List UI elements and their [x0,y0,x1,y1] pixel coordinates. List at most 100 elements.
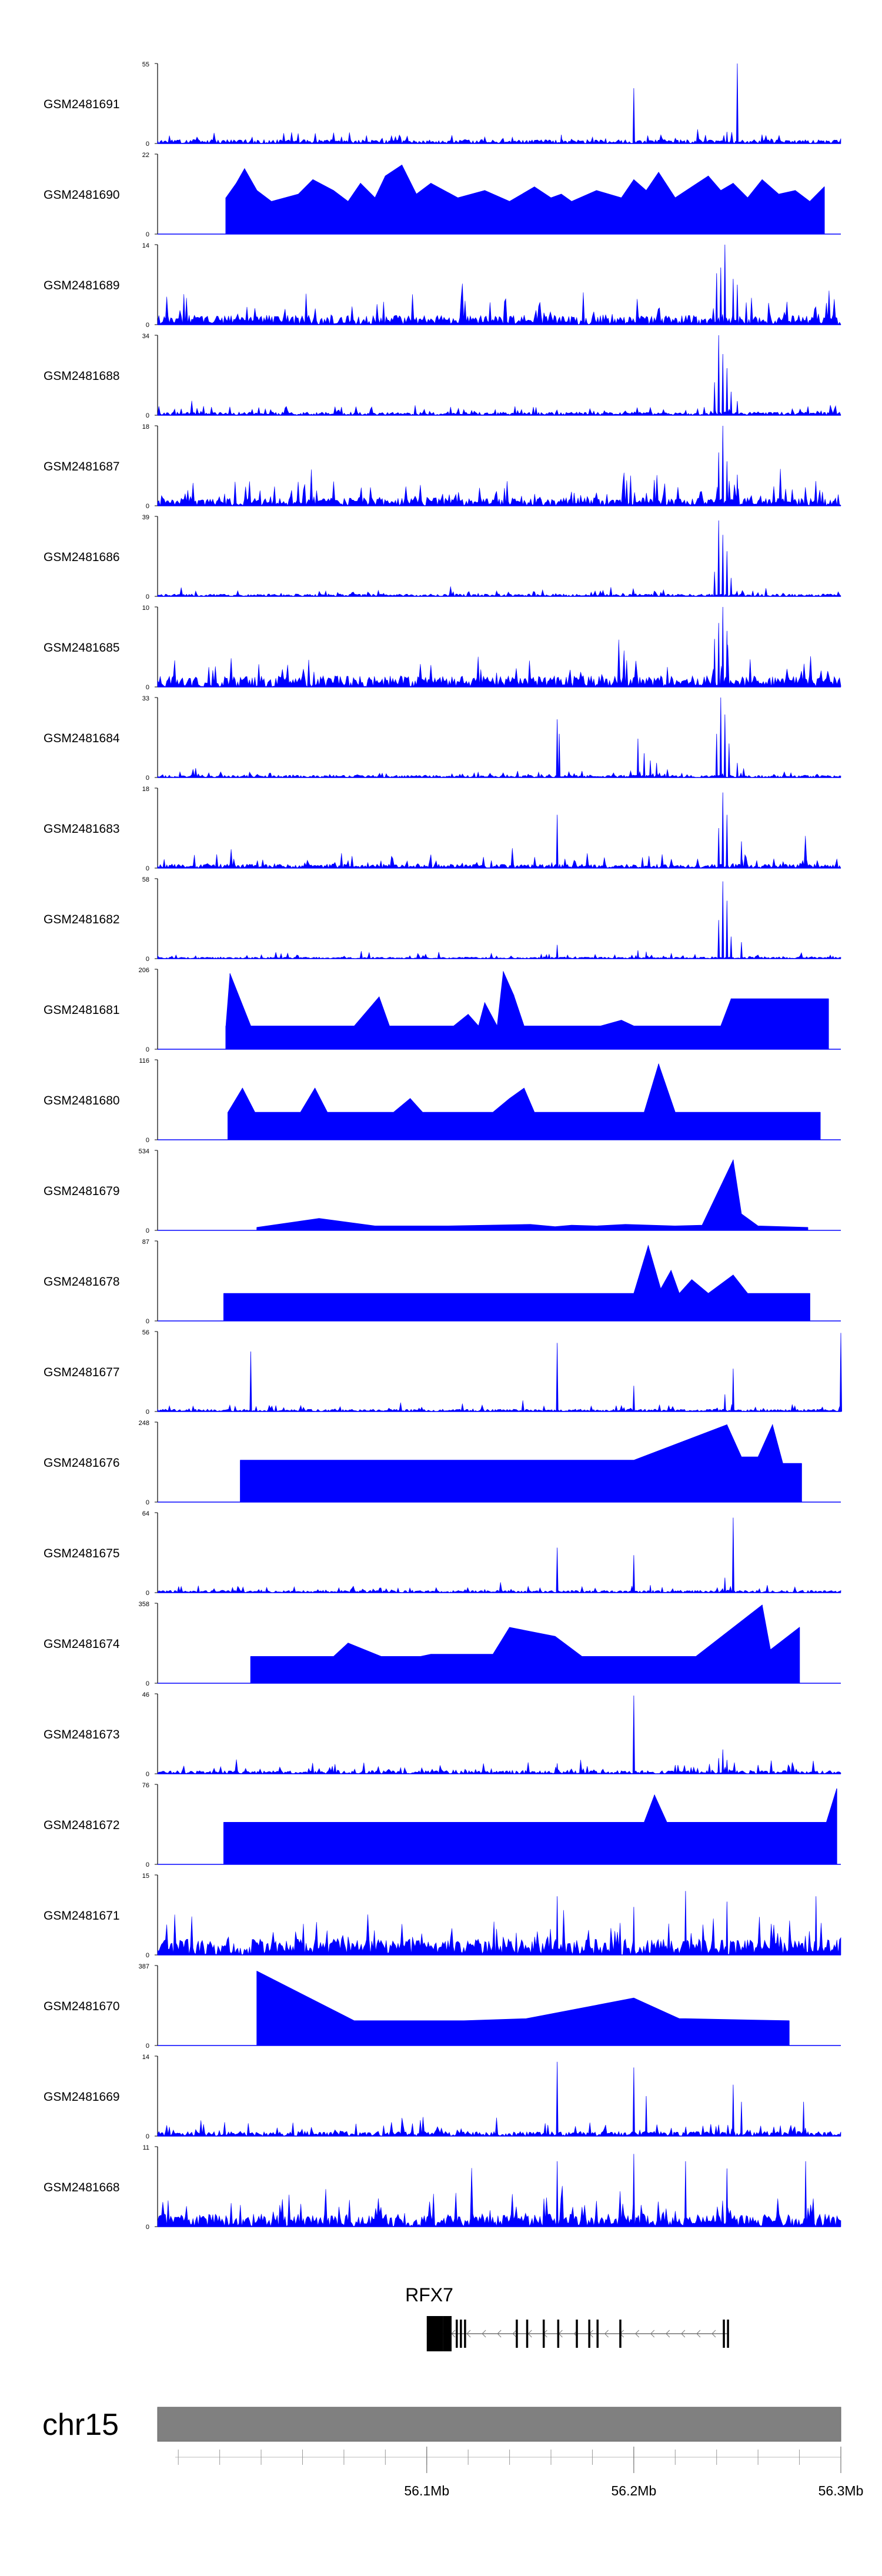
track-GSM2481687: GSM2481687 18 0 [44,423,841,510]
exon-9 [576,2320,578,2348]
y-tick-label-min: 0 [146,412,149,419]
track-GSM2481668: GSM2481668 11 0 [44,2144,841,2231]
peak-0 [719,697,722,778]
peak-7 [644,952,648,959]
track-GSM2481677: GSM2481677 56 0 [44,1329,843,1416]
peak-1 [632,2154,635,2227]
exon-1 [443,2316,452,2351]
track-GSM2481672: GSM2481672 76 0 [44,1782,841,1868]
strand-arrow [696,2330,701,2338]
y-tick-label-max: 18 [142,423,149,431]
peak-2 [717,827,720,869]
peak-0 [556,1547,559,1593]
peak-0 [249,1351,252,1412]
y-tick-label-min: 0 [146,684,149,691]
y-tick-label-min: 0 [146,865,149,872]
peak-2 [731,279,734,325]
signal-area [223,1788,837,1865]
y-tick-label-max: 387 [139,1963,149,1970]
track-GSM2481686: GSM2481686 39 0 [44,514,841,600]
peak-5 [736,401,739,416]
y-tick-label-max: 14 [142,2054,149,2061]
y-tick-label-min: 0 [146,775,149,782]
peak-0 [632,88,635,144]
exon-12 [619,2320,622,2348]
peak-2 [632,1386,635,1412]
peak-3 [556,815,559,869]
y-tick-label-max: 22 [142,152,149,159]
peak-1 [721,353,724,416]
y-tick-label-min: 0 [146,2133,149,2140]
track-GSM2481684: GSM2481684 33 0 [44,695,841,782]
y-tick-label-min: 0 [146,1952,149,1959]
track-label: GSM2481678 [44,1275,120,1289]
peak-4 [740,2101,743,2137]
track-GSM2481675: GSM2481675 64 0 [44,1510,841,1597]
y-tick-label-max: 15 [142,1873,149,1880]
peak-1 [721,1749,724,1774]
chromosome-bar [157,2407,841,2442]
strand-arrow [666,2330,670,2338]
y-tick-label-max: 534 [139,1148,149,1155]
signal-area [157,2117,841,2137]
peak-9 [655,763,658,778]
track-label: GSM2481681 [44,1003,120,1017]
peak-2 [644,2095,648,2137]
track-GSM2481681: GSM2481681 206 0 [44,967,841,1053]
peak-1 [632,1907,635,1956]
peak-0 [717,335,720,416]
track-GSM2481673: GSM2481673 46 0 [44,1691,841,1778]
y-tick-label-max: 18 [142,786,149,793]
strand-arrow [497,2330,502,2338]
peak-2 [717,920,720,959]
y-tick-label-min: 0 [146,1137,149,1144]
y-tick-label-max: 64 [142,1510,149,1517]
signal-area [157,1582,841,1593]
peak-1 [736,63,739,144]
signal-area [157,586,841,597]
peak-1 [717,452,720,506]
peak-8 [649,760,652,778]
exon-10 [588,2320,590,2348]
peak-4 [719,267,722,325]
y-tick-label-max: 46 [142,1691,149,1699]
y-tick-label-max: 33 [142,695,149,702]
y-tick-label-min: 0 [146,1318,149,1325]
peak-3 [736,475,739,506]
strand-arrow [650,2330,655,2338]
strand-arrow [466,2330,471,2338]
y-tick-label-max: 11 [143,2144,149,2151]
signal-area [157,1910,841,1956]
peak-2 [726,551,729,597]
signal-area [157,836,841,869]
exon-3 [460,2320,462,2348]
peak-3 [713,382,716,416]
peak-0 [556,2061,559,2137]
peak-6 [636,739,639,778]
track-label: GSM2481684 [44,732,120,745]
track-GSM2481688: GSM2481688 34 0 [44,333,841,419]
peak-2 [726,368,729,416]
gene-name: RFX7 [405,2284,453,2305]
peak-1 [723,714,726,778]
peak-1 [721,535,724,597]
exon-5 [516,2320,518,2348]
signal-area [223,1244,810,1322]
track-GSM2481678: GSM2481678 87 0 [44,1239,841,1325]
track-GSM2481680: GSM2481680 116 0 [44,1057,841,1144]
peak-2 [717,1758,720,1774]
peak-2 [684,2161,687,2227]
track-label: GSM2481668 [44,2181,120,2194]
track-label: GSM2481690 [44,188,120,202]
y-tick-label-min: 0 [146,503,149,510]
track-label: GSM2481669 [44,2090,120,2104]
track-label: GSM2481685 [44,641,120,655]
track-GSM2481683: GSM2481683 18 0 [44,786,841,872]
peak-0 [556,1896,559,1956]
track-GSM2481674: GSM2481674 358 0 [44,1601,841,1687]
y-tick-label-min: 0 [146,1409,149,1416]
peak-3 [736,284,739,325]
peak-2 [731,1517,734,1593]
y-tick-label-max: 10 [142,605,149,612]
